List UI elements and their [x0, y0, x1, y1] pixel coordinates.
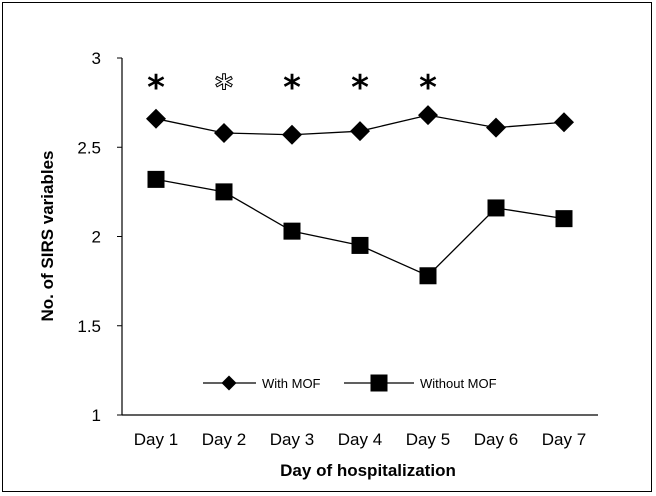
y-axis-label: No. of SIRS variables — [38, 151, 57, 322]
y-tick-label: 1.5 — [77, 317, 101, 336]
square-marker — [555, 210, 573, 228]
chart-frame — [2, 2, 652, 492]
diamond-marker — [350, 121, 370, 142]
y-tick-label: 2 — [92, 228, 101, 247]
diamond-marker — [554, 112, 574, 133]
y-tick-label: 3 — [92, 49, 101, 68]
legend-square-marker — [370, 374, 388, 392]
y-tick-labels: 1 1.5 2 2.5 3 — [77, 49, 122, 425]
significance-asterisk: * — [351, 68, 369, 108]
significance-markers: * * * * * — [147, 68, 437, 109]
legend-diamond-marker — [221, 375, 237, 391]
significance-asterisk: * — [419, 68, 437, 108]
series-with-mof — [146, 105, 574, 145]
square-marker — [351, 236, 369, 254]
x-tick-label: Day 1 — [134, 430, 178, 449]
x-tick-label: Day 2 — [202, 430, 246, 449]
x-tick-label: Day 7 — [542, 430, 586, 449]
diamond-marker — [486, 117, 506, 138]
square-marker — [215, 183, 233, 201]
diamond-marker — [146, 108, 166, 129]
diamond-marker — [214, 122, 234, 143]
legend-label: With MOF — [262, 376, 321, 391]
x-axis-label: Day of hospitalization — [280, 461, 456, 480]
y-tick-label: 2.5 — [77, 138, 101, 157]
diamond-marker — [418, 105, 438, 126]
legend-item: Without MOF — [344, 374, 497, 392]
square-marker — [419, 267, 437, 285]
significance-asterisk: * — [147, 68, 165, 108]
series-layer — [146, 105, 574, 285]
significance-asterisk: * — [215, 68, 233, 108]
y-tick-label: 1 — [92, 406, 101, 425]
legend-label: Without MOF — [420, 376, 497, 391]
square-marker — [147, 170, 165, 188]
diamond-marker — [282, 124, 302, 145]
x-tick-label: Day 6 — [474, 430, 518, 449]
series-without-mof — [147, 170, 573, 285]
legend-item: With MOF — [203, 375, 321, 391]
x-tick-label: Day 3 — [270, 430, 314, 449]
legend: With MOF Without MOF — [203, 374, 497, 392]
x-tick-label: Day 4 — [338, 430, 382, 449]
x-tick-label: Day 5 — [406, 430, 450, 449]
significance-asterisk: * — [283, 68, 301, 108]
x-tick-labels: Day 1 Day 2 Day 3 Day 4 Day 5 Day 6 Day 7 — [134, 430, 586, 449]
square-marker — [487, 199, 505, 217]
axes — [121, 58, 598, 416]
square-marker — [283, 222, 301, 240]
